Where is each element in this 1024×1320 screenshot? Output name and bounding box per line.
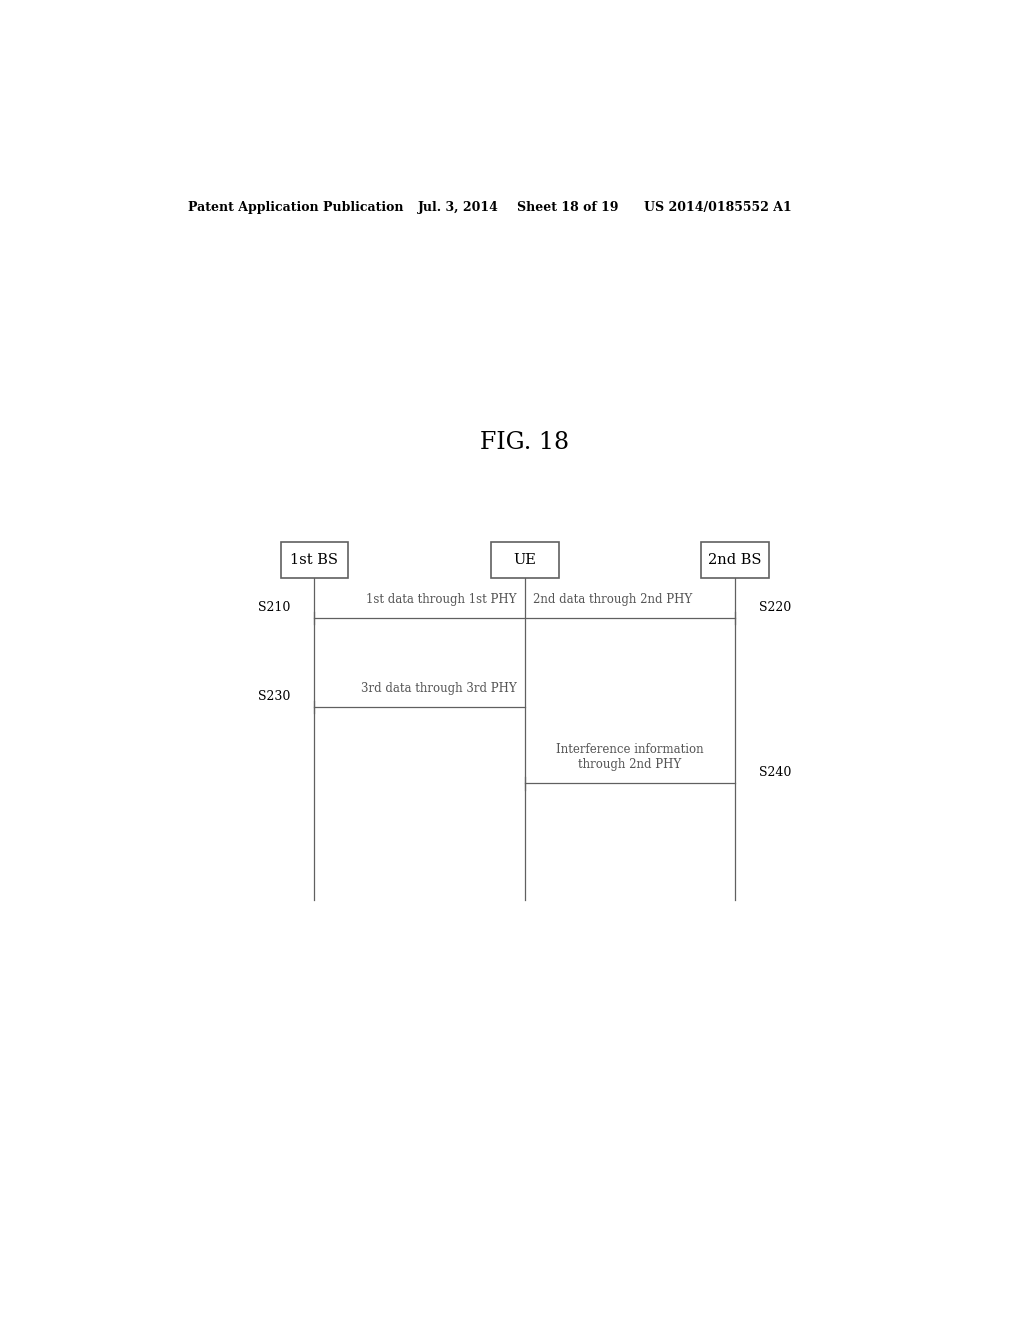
FancyBboxPatch shape: [701, 541, 769, 578]
Text: Patent Application Publication: Patent Application Publication: [187, 201, 403, 214]
Text: S230: S230: [258, 690, 291, 704]
Text: Interference information
through 2nd PHY: Interference information through 2nd PHY: [556, 743, 703, 771]
Text: UE: UE: [513, 553, 537, 566]
Text: S210: S210: [258, 601, 291, 614]
Text: S240: S240: [759, 767, 792, 779]
Text: Sheet 18 of 19: Sheet 18 of 19: [517, 201, 618, 214]
Text: 2nd BS: 2nd BS: [709, 553, 762, 566]
Text: FIG. 18: FIG. 18: [480, 432, 569, 454]
FancyBboxPatch shape: [492, 541, 558, 578]
Text: S220: S220: [759, 601, 792, 614]
Text: US 2014/0185552 A1: US 2014/0185552 A1: [644, 201, 792, 214]
Text: 3rd data through 3rd PHY: 3rd data through 3rd PHY: [361, 682, 517, 696]
Text: Jul. 3, 2014: Jul. 3, 2014: [418, 201, 499, 214]
Text: 2nd data through 2nd PHY: 2nd data through 2nd PHY: [532, 593, 692, 606]
Text: 1st data through 1st PHY: 1st data through 1st PHY: [367, 593, 517, 606]
Text: 1st BS: 1st BS: [291, 553, 339, 566]
FancyBboxPatch shape: [281, 541, 348, 578]
